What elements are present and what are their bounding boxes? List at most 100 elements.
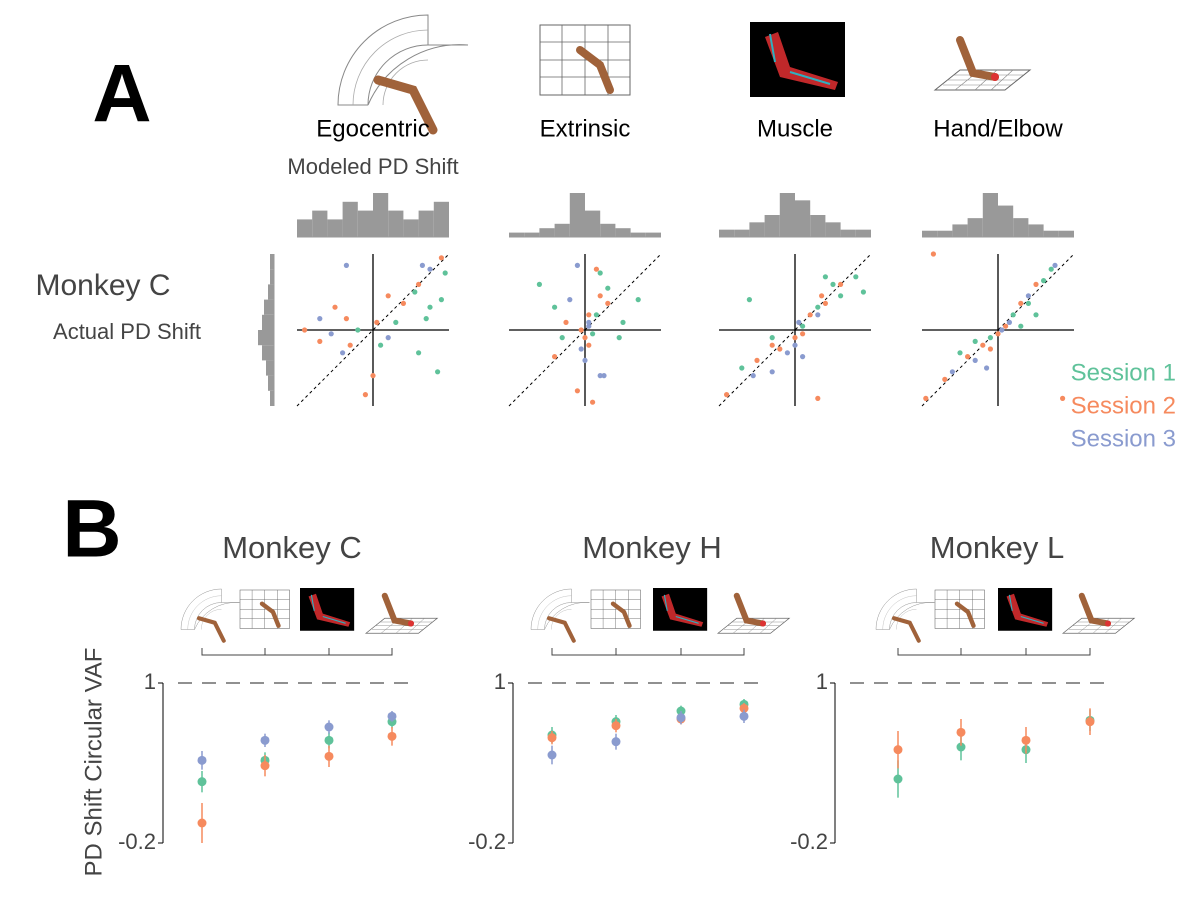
hist-bar [262,314,274,330]
hist-bar [270,390,274,406]
bracket [897,648,1091,656]
scatter-point [590,331,596,337]
hist-bar [373,193,389,237]
hist-bar [998,205,1014,237]
y-tick-label: 1 [144,669,156,694]
scatter-point [819,293,825,299]
scatter-point [815,312,821,318]
hist-bar [600,223,616,237]
scatter-point [385,335,391,341]
scatter-point [800,331,806,337]
chart-title: Monkey L [930,530,1064,565]
scatter-point [1052,262,1058,268]
bracket [201,648,393,656]
legend-entry: Session 3 [1071,425,1176,452]
dot [611,737,621,747]
scatter-point [1018,300,1024,306]
scatter-point [578,346,584,352]
scatter-point [853,274,859,280]
hist-bar [810,215,826,237]
scatter-point [340,350,346,356]
scatter-point [930,251,937,257]
dot [387,731,397,741]
scatter-point [536,281,543,287]
row-label: Monkey C [35,269,170,302]
scatter-point [972,338,978,344]
dot [739,711,749,721]
hist-bar [270,269,274,285]
scatter-point [724,392,730,398]
scatter-point [552,304,558,310]
dot [893,774,903,784]
scatter-point [317,316,323,322]
scatter-point [601,373,607,379]
hist-bar [312,210,328,237]
scatter-point [1060,395,1066,401]
scatter-point [999,327,1005,333]
scatter-point [620,319,626,325]
dot [956,742,966,752]
dot [1021,735,1031,745]
scatter-point [987,346,994,352]
hist-bar [569,193,585,237]
scatter-point [739,365,745,371]
scatter-point [972,357,978,363]
hist-bar [433,201,449,237]
scatter-point [438,297,444,303]
hist-bar [1043,230,1059,237]
hist-bar [268,375,274,391]
scatter-point [578,327,584,333]
scatter-point [1041,278,1047,284]
scatter-point [442,270,448,276]
hist-bar [270,254,274,270]
frame-title: Muscle [757,115,833,142]
scatter-point [815,395,821,401]
scatter-point [949,369,956,375]
hist-bar [764,215,780,237]
scatter-point [400,300,406,306]
scatter-point [328,331,334,337]
scatter-point [987,335,994,341]
scatter-point [965,354,971,360]
hist-bar [539,228,555,237]
scatter-point [593,266,600,272]
scatter-point [1025,300,1031,306]
panel-a-icons [338,15,1030,130]
dot [676,713,686,723]
scatter-point [838,293,844,299]
dot [611,721,621,731]
scatter-point [957,350,963,356]
hist-bar [388,210,404,237]
scatter-point [1048,266,1054,272]
scatter-point [746,297,753,303]
y-axis-label: PD Shift Circular VAF [80,648,107,877]
scatter-point [590,399,596,405]
scatter-point [574,262,581,268]
y-tick-label: -0.2 [118,829,156,854]
hist-bar [297,219,313,237]
hist-bar [258,330,274,346]
scatter-point [784,350,791,356]
scatter-point [597,373,603,379]
scatter-point [980,342,986,348]
panel-label: A [92,49,151,140]
scatter-point [423,316,429,322]
scatter-point [597,270,603,276]
dot [324,722,334,732]
scatter-point [378,342,384,348]
dot [547,733,557,743]
hist-bar [1013,218,1029,237]
scatter-point [343,316,349,322]
scatter-point [574,388,581,394]
scatter-point [347,342,353,348]
dot [956,727,966,737]
scatter-point [582,335,588,341]
hist-bar [327,219,343,237]
y-tick-label: -0.2 [790,829,828,854]
hist-bar [524,232,540,237]
dot [387,711,397,721]
scatter-point [777,346,783,352]
scatter-point [605,285,611,291]
scatter-point [593,312,600,318]
